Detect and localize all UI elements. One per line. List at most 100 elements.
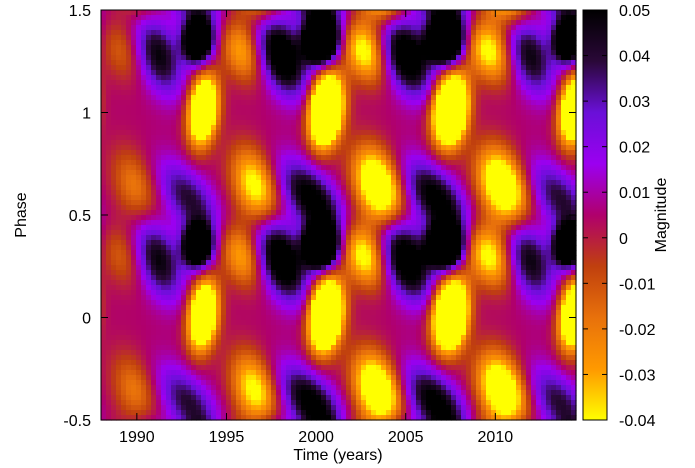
heatmap-cell xyxy=(471,100,477,106)
heatmap-cell xyxy=(311,85,317,91)
heatmap-cell xyxy=(116,165,122,171)
heatmap-cell xyxy=(121,210,127,216)
heatmap-cell xyxy=(121,175,127,181)
heatmap-cell xyxy=(566,40,572,46)
heatmap-cell xyxy=(166,175,172,181)
heatmap-cell xyxy=(421,80,427,86)
heatmap-cell xyxy=(321,200,327,206)
heatmap-cell xyxy=(351,40,357,46)
heatmap-cell xyxy=(216,20,222,26)
heatmap-cell xyxy=(321,165,327,171)
heatmap-cell xyxy=(526,235,532,241)
heatmap-cell xyxy=(156,165,162,171)
heatmap-cell xyxy=(201,125,207,131)
heatmap-cell xyxy=(111,10,117,16)
heatmap-cell xyxy=(116,210,122,216)
heatmap-cell xyxy=(141,230,147,236)
heatmap-cell xyxy=(501,195,507,201)
heatmap-cell xyxy=(186,60,192,66)
heatmap-cell xyxy=(471,130,477,136)
heatmap-cell xyxy=(406,120,412,126)
heatmap-cell xyxy=(251,185,257,191)
heatmap-cell xyxy=(436,185,442,191)
heatmap-cell xyxy=(121,140,127,146)
heatmap-cell xyxy=(506,105,512,111)
heatmap-cell xyxy=(216,170,222,176)
heatmap-cell xyxy=(501,245,507,251)
heatmap-cell xyxy=(166,200,172,206)
heatmap-cell xyxy=(336,120,342,126)
heatmap-cell xyxy=(371,110,377,116)
heatmap-cell xyxy=(356,55,362,61)
heatmap-cell xyxy=(446,150,452,156)
heatmap-cell xyxy=(166,60,172,66)
heatmap-cell xyxy=(501,15,507,21)
heatmap-cell xyxy=(401,250,407,256)
heatmap-cell xyxy=(511,160,517,166)
heatmap-cell xyxy=(331,30,337,36)
heatmap-cell xyxy=(436,115,442,121)
heatmap-cell xyxy=(246,50,252,56)
heatmap-cell xyxy=(506,115,512,121)
heatmap-cell xyxy=(221,80,227,86)
heatmap-cell xyxy=(521,205,527,211)
heatmap-cell xyxy=(426,35,432,41)
heatmap-cell xyxy=(281,30,287,36)
heatmap-cell xyxy=(201,155,207,161)
heatmap-cell xyxy=(456,95,462,101)
heatmap-cell xyxy=(526,180,532,186)
heatmap-cell xyxy=(261,15,267,21)
heatmap-cell xyxy=(561,50,567,56)
heatmap-cell xyxy=(186,90,192,96)
heatmap-cell xyxy=(441,155,447,161)
heatmap-cell xyxy=(156,120,162,126)
heatmap-cell xyxy=(561,145,567,151)
heatmap-cell xyxy=(456,75,462,81)
heatmap-cell xyxy=(341,235,347,241)
heatmap-cell xyxy=(306,130,312,136)
heatmap-cell xyxy=(566,105,572,111)
heatmap-cell xyxy=(256,15,262,21)
heatmap-cell xyxy=(481,185,487,191)
heatmap-cell xyxy=(371,185,377,191)
heatmap-cell xyxy=(466,200,472,206)
heatmap-cell xyxy=(131,255,137,261)
heatmap-cell xyxy=(241,130,247,136)
heatmap-cell xyxy=(331,190,337,196)
heatmap-cell xyxy=(231,250,237,256)
heatmap-cell xyxy=(216,250,222,256)
heatmap-cell xyxy=(151,80,157,86)
heatmap-cell xyxy=(441,210,447,216)
heatmap-cell xyxy=(396,155,402,161)
heatmap-cell xyxy=(376,15,382,21)
heatmap-cell xyxy=(271,75,277,81)
heatmap-cell xyxy=(186,20,192,26)
heatmap-cell xyxy=(571,190,577,196)
heatmap-cell xyxy=(211,160,217,166)
heatmap-cell xyxy=(106,265,112,271)
heatmap-cell xyxy=(441,145,447,151)
heatmap-cell xyxy=(431,190,437,196)
heatmap-cell xyxy=(311,240,317,246)
heatmap-cell xyxy=(391,175,397,181)
heatmap-cell xyxy=(326,100,332,106)
heatmap-cell xyxy=(216,80,222,86)
heatmap-cell xyxy=(221,200,227,206)
heatmap-cell xyxy=(366,265,372,271)
heatmap-cell xyxy=(326,50,332,56)
heatmap-cell xyxy=(351,115,357,121)
heatmap-cell xyxy=(551,135,557,141)
heatmap-cell xyxy=(261,165,267,171)
heatmap-cell xyxy=(536,215,542,221)
heatmap-cell xyxy=(431,255,437,261)
heatmap-cell xyxy=(236,25,242,31)
heatmap-cell xyxy=(331,170,337,176)
heatmap-cell xyxy=(326,210,332,216)
heatmap-cell xyxy=(501,105,507,111)
heatmap-cell xyxy=(371,165,377,171)
heatmap-cell xyxy=(121,225,127,231)
heatmap-cell xyxy=(146,10,152,16)
heatmap-cell xyxy=(386,45,392,51)
heatmap-cell xyxy=(396,65,402,71)
heatmap-cell xyxy=(161,260,167,266)
